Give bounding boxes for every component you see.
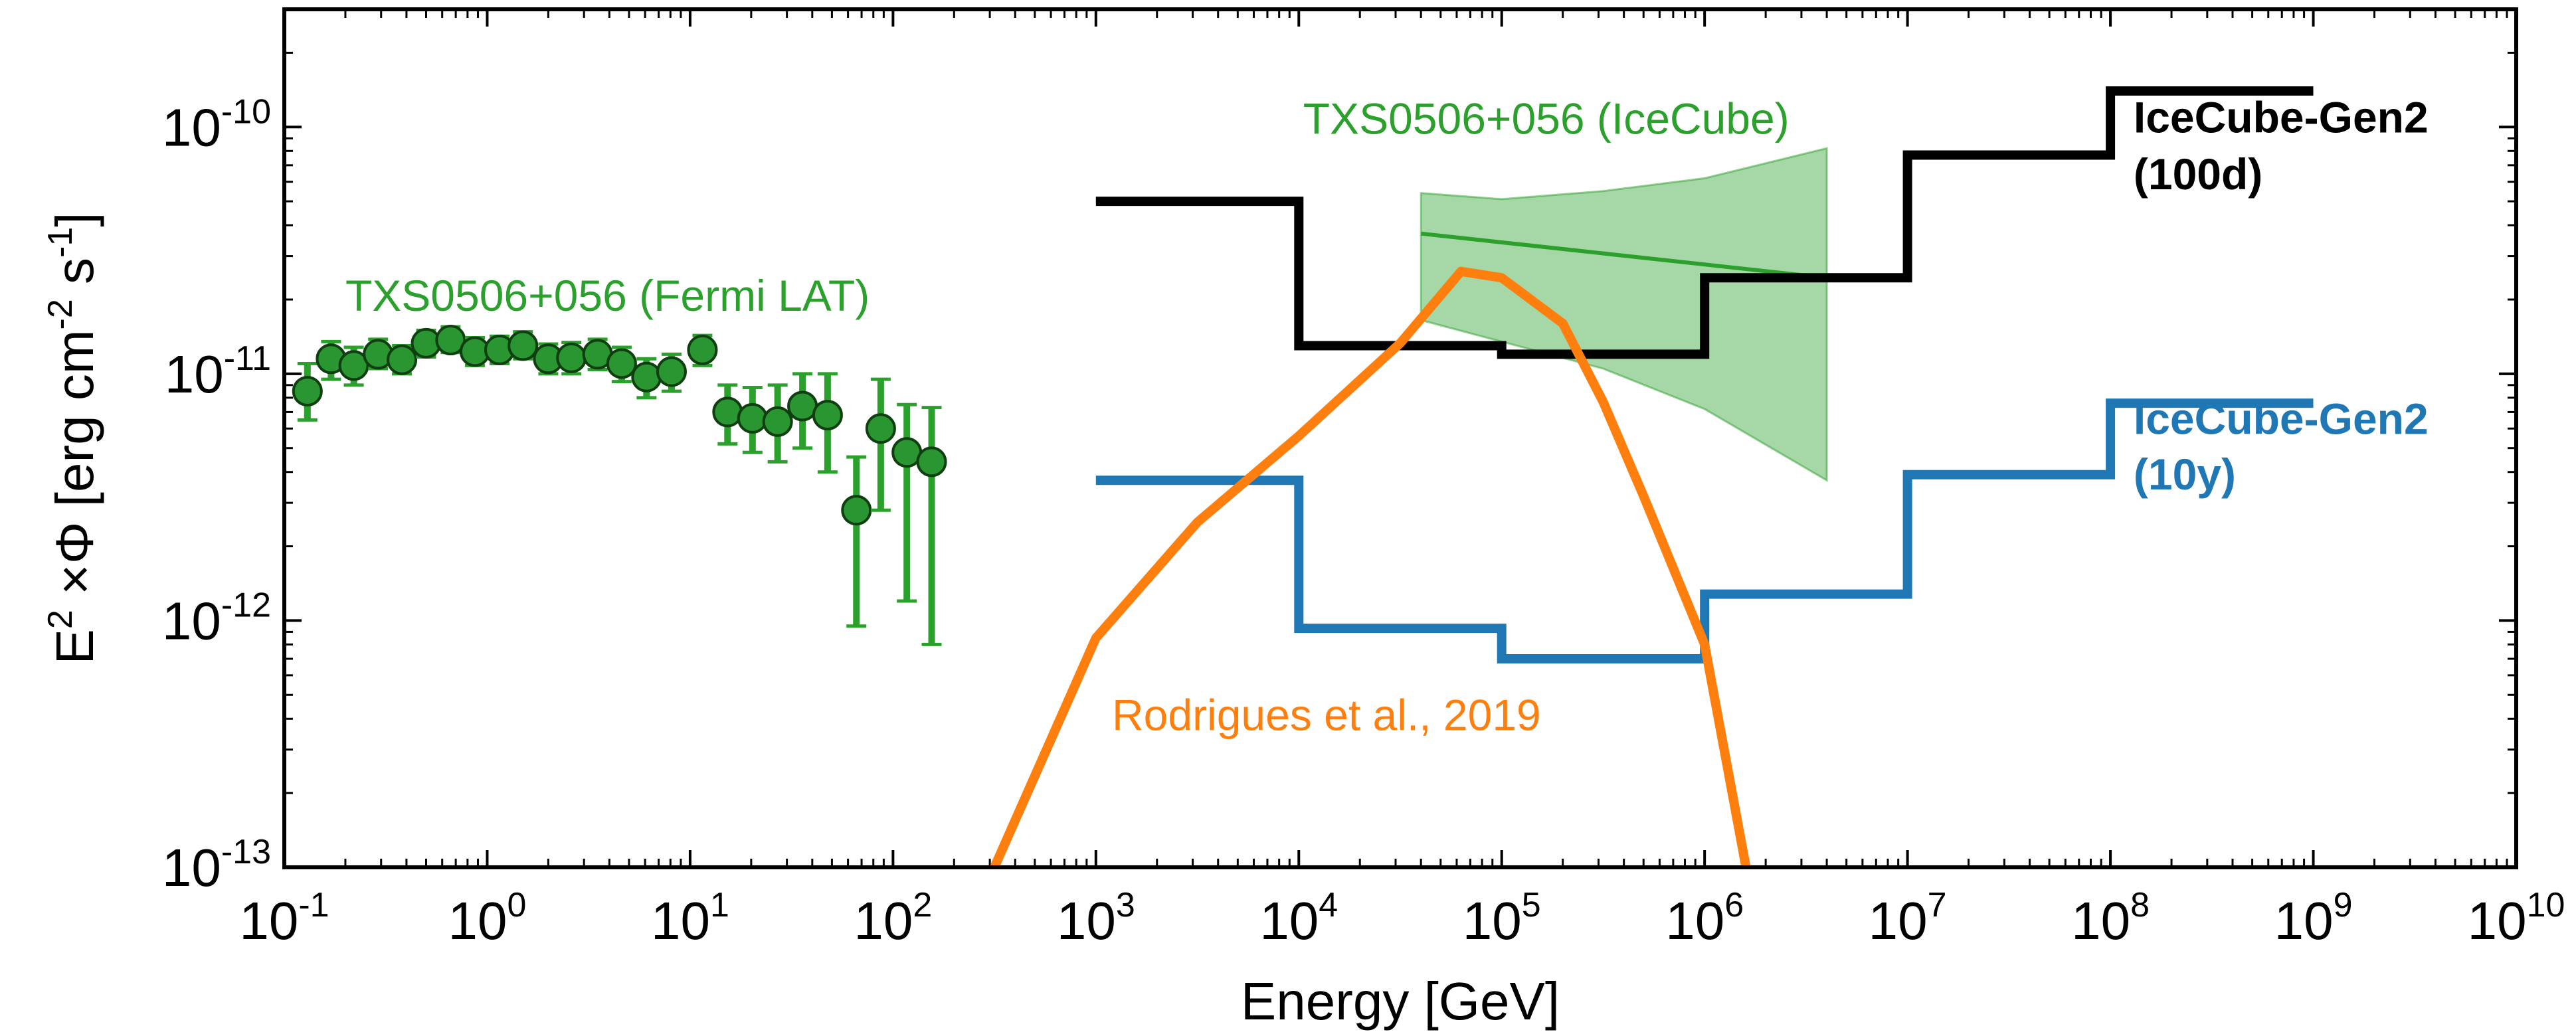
y-tick-label-base: 10: [162, 591, 221, 650]
x-tick-label: 10-1: [239, 886, 329, 950]
fermi-data-point: [387, 344, 418, 375]
x-tick-label-exp: 2: [913, 886, 932, 924]
x-tick-label-base: 10: [651, 891, 710, 950]
y-tick-label: 10-10: [162, 92, 271, 157]
gen2-100d-step-line: [1095, 86, 2314, 359]
x-tick-label-exp: 4: [1319, 886, 1338, 924]
x-tick-label-base: 10: [1869, 891, 1928, 950]
y-tick-label-exp: -12: [221, 586, 271, 624]
fermi-data-point: [812, 400, 843, 431]
fermi-data-point: [631, 361, 662, 392]
y-tick-label: 10-11: [165, 339, 271, 404]
icecube-best-fit-line: [1420, 231, 1827, 280]
x-tick-label: 106: [1665, 886, 1744, 950]
series-layer: [990, 86, 2314, 869]
x-tick-label-base: 10: [239, 891, 298, 950]
gen2-10y-step-line: [1095, 398, 2314, 663]
x-tick-label-base: 10: [854, 891, 913, 950]
y-tick-label-base: 10: [162, 98, 221, 157]
y-axis-label-end: ]: [45, 213, 104, 227]
y-axis-label-mid: ×Φ [erg cm: [45, 329, 104, 610]
annotation-label: TXS0506+056 (Fermi LAT): [345, 271, 870, 320]
x-tick-label: 107: [1869, 886, 1947, 950]
y-tick-label-base: 10: [162, 838, 221, 897]
x-tick-label-exp: 3: [1116, 886, 1135, 924]
x-tick-label-base: 10: [2274, 891, 2334, 950]
x-tick-label-base: 10: [2071, 891, 2130, 950]
y-tick-label-exp: -10: [221, 92, 271, 131]
x-tick-label: 101: [651, 886, 729, 950]
x-tick-label: 105: [1463, 886, 1541, 950]
x-tick-label-exp: 6: [1724, 886, 1744, 924]
plot-frame: [282, 7, 2518, 869]
fermi-data-point: [606, 348, 637, 379]
x-tick-label-base: 10: [1463, 891, 1522, 950]
fermi-data-point: [762, 406, 793, 437]
fermi-data-point: [787, 390, 818, 422]
y-tick-label: 10-12: [162, 586, 271, 650]
fermi-data-point: [338, 350, 369, 381]
x-tick-label-base: 10: [2468, 891, 2527, 950]
fermi-data-point: [841, 495, 872, 526]
x-tick-label-base: 10: [1259, 891, 1319, 950]
annotation-label: (100d): [2134, 149, 2262, 199]
annotation-label: IceCube-Gen2: [2134, 394, 2429, 444]
x-tick-label-exp: 0: [507, 886, 526, 924]
x-tick-label-base: 10: [1665, 891, 1724, 950]
y-tick-label-base: 10: [165, 345, 224, 404]
y-tick-label-exp: -11: [224, 339, 271, 378]
x-tick-label-exp: 8: [2130, 886, 2150, 924]
x-tick-label-exp: 7: [1928, 886, 1947, 924]
y-axis-label: E2 ×Φ [erg cm-2 s-1]: [41, 213, 104, 665]
x-tick-label-exp: 1: [710, 886, 729, 924]
x-tick-label-exp: 10: [2527, 886, 2565, 924]
y-tick-label-exp: -13: [221, 833, 271, 871]
x-tick-label: 102: [854, 886, 932, 950]
annotation-label: IceCube-Gen2: [2134, 93, 2429, 142]
fermi-data-point: [656, 356, 687, 387]
y-axis-label-mid2: s: [45, 258, 104, 299]
y-tick-label: 10-13: [162, 833, 271, 897]
fermi-data-point: [865, 413, 896, 444]
annotation-label: (10y): [2134, 450, 2236, 499]
x-tick-label: 100: [448, 886, 527, 950]
fermi-data-point: [292, 376, 323, 407]
fermi-data-point: [435, 325, 466, 356]
y-axis-label-exp2: -2: [41, 299, 80, 329]
x-tick-label: 103: [1057, 886, 1135, 950]
rodrigues-model-curve: [990, 266, 1751, 869]
x-tick-label-base: 10: [448, 891, 507, 950]
fermi-data-point: [556, 342, 587, 373]
x-tick-label: 108: [2071, 886, 2150, 950]
annotation-label: TXS0506+056 (IceCube): [1303, 94, 1790, 143]
y-axis-label-exp3: -1: [41, 227, 80, 258]
x-tick-label: 109: [2274, 886, 2353, 950]
fermi-points-layer: [292, 325, 947, 646]
x-axis-label: Energy [GeV]: [1241, 972, 1560, 1031]
x-tick-label-base: 10: [1057, 891, 1116, 950]
x-tick-label-exp: 5: [1522, 886, 1541, 924]
fermi-data-point: [687, 334, 718, 365]
fermi-data-point: [507, 330, 539, 361]
fermi-data-point: [712, 396, 743, 428]
x-tick-label: 104: [1259, 886, 1338, 950]
x-tick-label-exp: 9: [2334, 886, 2353, 924]
y-axis-label-exp: 2: [41, 610, 80, 629]
icecube-band-layer: [1420, 147, 1828, 482]
fermi-data-point: [737, 402, 768, 434]
x-tick-label: 1010: [2468, 886, 2565, 950]
annotation-label: Rodrigues et al., 2019: [1112, 690, 1541, 739]
x-tick-label-exp: -1: [298, 886, 329, 924]
x-tick-labels: 10-1 100 101 102 103 104 105 106 107 108 109 1010: [239, 886, 2565, 950]
y-axis-label-base: E: [45, 629, 104, 664]
annotations: TXS0506+056 (Fermi LAT) TXS0506+056 (IceC…: [345, 93, 2429, 740]
icecube-flux-band: [1420, 147, 1828, 482]
fermi-data-point: [916, 446, 947, 477]
